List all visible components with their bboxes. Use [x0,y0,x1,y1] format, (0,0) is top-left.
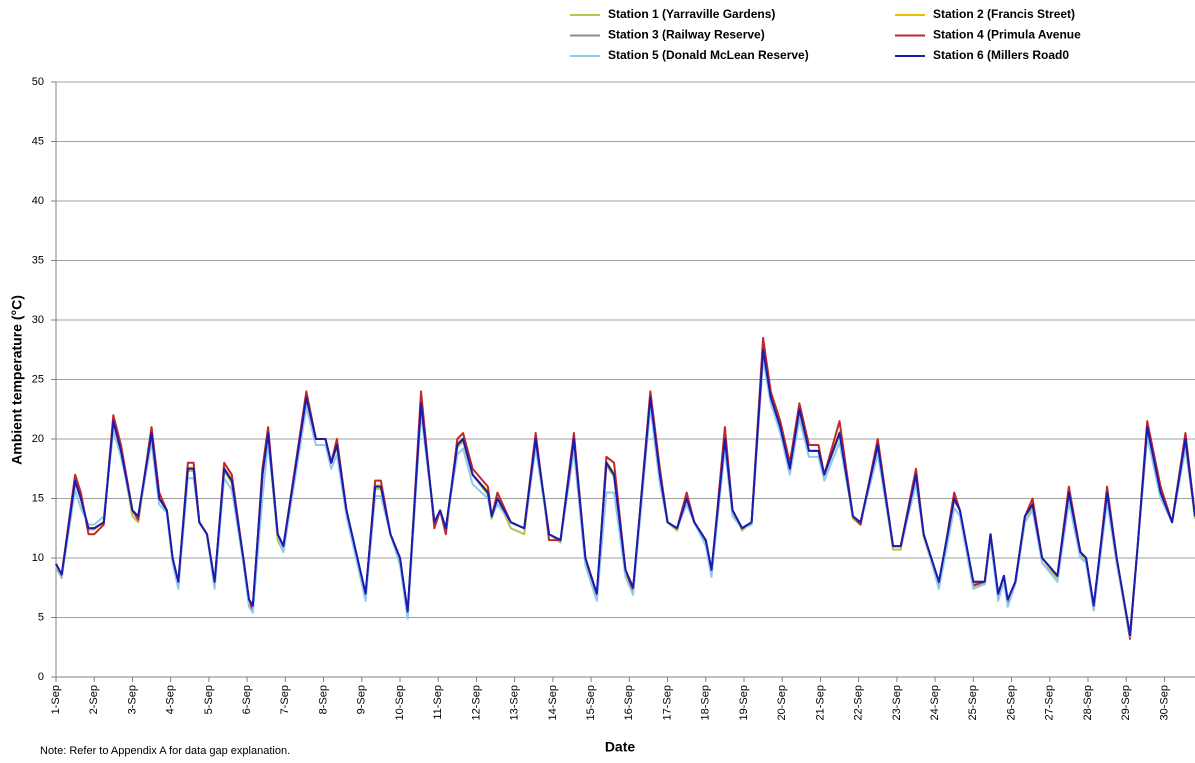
x-tick-label: 22-Sep [853,685,865,720]
y-axis-title: Ambient temperature (°C) [9,295,25,465]
x-tick-label: 4-Sep [165,685,177,714]
legend-label: Station 5 (Donald McLean Reserve) [608,48,809,62]
x-tick-label: 25-Sep [967,685,979,720]
note: Note: Refer to Appendix A for data gap e… [40,745,290,757]
legend-label: Station 6 (Millers Road0 [933,48,1069,62]
y-tick-label: 20 [32,433,44,445]
y-tick-label: 45 [32,135,44,147]
x-tick-label: 10-Sep [394,685,406,720]
y-tick-label: 40 [32,195,44,207]
x-tick-label: 30-Sep [1158,685,1170,720]
x-tick-label: 21-Sep [814,685,826,720]
x-tick-label: 23-Sep [891,685,903,720]
x-tick-label: 26-Sep [1005,685,1017,720]
y-tick-label: 5 [38,611,44,623]
y-tick-label: 10 [32,552,44,564]
y-tick-label: 35 [32,254,44,266]
y-tick-label: 15 [32,492,44,504]
x-tick-label: 15-Sep [585,685,597,720]
data-line [55,348,1195,637]
x-tick-label: 17-Sep [661,685,673,720]
x-tick-label: 27-Sep [1044,685,1056,720]
legend-label: Station 2 (Francis Street) [933,7,1075,21]
data-line [55,358,1195,638]
x-tick-label: 20-Sep [776,685,788,720]
x-tick-label: 13-Sep [509,685,521,720]
x-tick-label: 24-Sep [929,685,941,720]
data-line [55,348,1195,637]
y-tick-label: 50 [32,76,44,88]
x-tick-label: 6-Sep [241,685,253,714]
legend-label: Station 4 (Primula Avenue [933,28,1081,42]
legend-label: Station 1 (Yarraville Gardens) [608,7,775,21]
data-line [55,351,1195,639]
x-axis-title: Date [605,739,636,755]
x-tick-label: 2-Sep [88,685,100,714]
x-tick-label: 3-Sep [126,685,138,714]
y-tick-label: 30 [32,314,44,326]
legend-label: Station 3 (Railway Reserve) [608,28,765,42]
x-tick-label: 19-Sep [738,685,750,720]
y-tick-label: 0 [38,671,44,683]
x-tick-label: 9-Sep [356,685,368,714]
x-tick-label: 8-Sep [317,685,329,714]
x-tick-label: 29-Sep [1120,685,1132,720]
data-line [55,336,1195,640]
x-tick-label: 16-Sep [623,685,635,720]
y-tick-label: 25 [32,373,44,385]
x-tick-label: 14-Sep [547,685,559,720]
x-tick-label: 1-Sep [50,685,62,714]
x-tick-label: 28-Sep [1082,685,1094,720]
x-tick-label: 11-Sep [432,685,444,720]
x-tick-label: 7-Sep [279,685,291,714]
data-line [55,347,1195,638]
x-tick-label: 18-Sep [700,685,712,720]
x-tick-label: 5-Sep [203,685,215,714]
x-tick-label: 12-Sep [470,685,482,720]
